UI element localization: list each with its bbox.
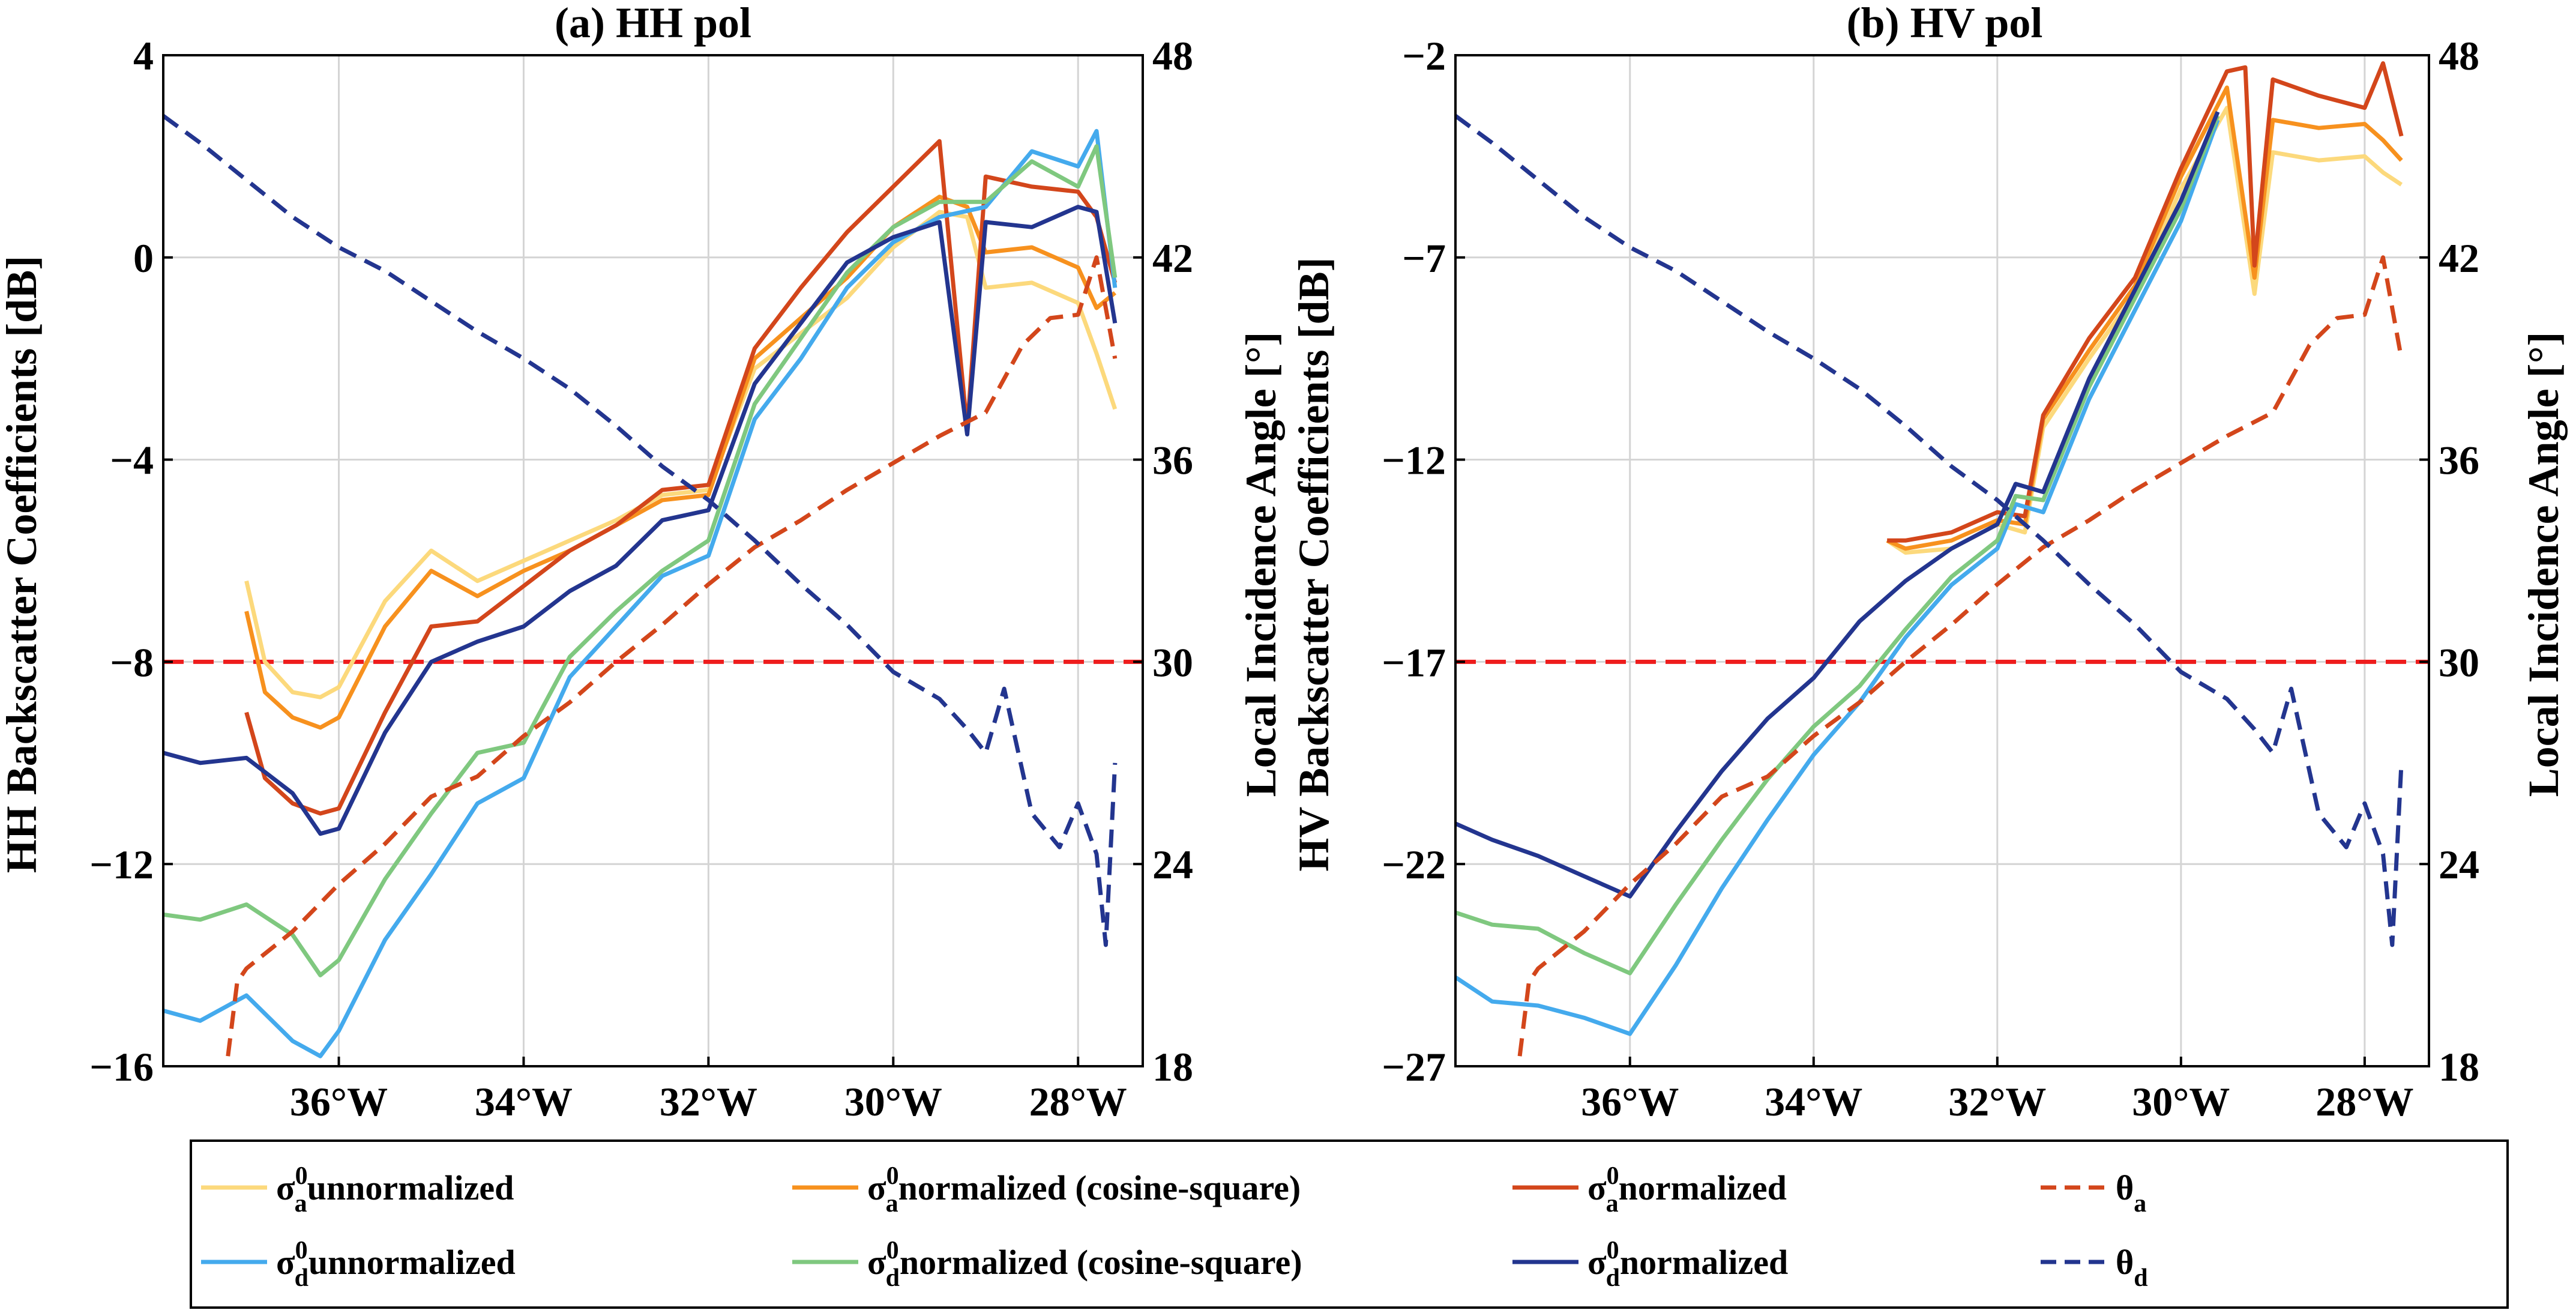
series-line: [1455, 115, 2220, 976]
series-line: [244, 195, 1117, 730]
legend-label: σ0 dunnormalized: [276, 1237, 516, 1292]
series-line: [244, 139, 1118, 816]
series-line: [244, 210, 1118, 699]
y-tick-label-left: −7: [1402, 235, 1446, 281]
series-line: [1886, 85, 2403, 551]
x-tick-label: 28°W: [1029, 1079, 1127, 1124]
legend-box: [190, 1139, 2509, 1309]
plot-frame: [162, 54, 1144, 1067]
y-tick-label-right: 24: [2439, 842, 2479, 887]
x-tick-label: 32°W: [1948, 1079, 2046, 1124]
series-line: [163, 114, 1118, 947]
y-tick-label-left: −12: [1382, 438, 1446, 483]
y-axis-label-left: HH Backscatter Coefficients [dB]: [0, 256, 46, 873]
x-tick-label: 30°W: [844, 1079, 942, 1124]
legend-label: σ0 dnormalized: [1587, 1237, 1788, 1292]
y-tick-label-left: −2: [1402, 33, 1446, 79]
y-tick-label-left: −8: [110, 639, 154, 685]
series-line: [1455, 110, 2220, 899]
y-tick-label-left: −12: [89, 842, 154, 887]
y-tick-label-right: 36: [2439, 438, 2479, 483]
y-axis-label-right: Local Incidence Angle [°]: [2520, 332, 2568, 797]
panel-hh: (a) HH pol HH Backscatter Coefficients […: [0, 0, 1285, 1124]
chart-title: (a) HH pol: [555, 0, 751, 47]
x-tick-label: 34°W: [1765, 1079, 1862, 1124]
legend-label: σ0 anormalized (cosine-square): [867, 1162, 1301, 1218]
legend-label: θd: [2116, 1243, 2148, 1292]
legend-label: σ0 aunnormalized: [276, 1162, 514, 1218]
y-axis-label-right: Local Incidence Angle [°]: [1237, 332, 1285, 797]
x-tick-label: 34°W: [475, 1079, 573, 1124]
y-tick-label-right: 30: [1152, 639, 1193, 685]
x-tick-label: 36°W: [1581, 1079, 1679, 1124]
legend-label: σ0 anormalized: [1587, 1162, 1787, 1218]
legend-label: θa: [2116, 1168, 2146, 1218]
panel-hv: (b) HV pol HV Backscatter Coefficients […: [1290, 0, 2568, 1124]
y-tick-label-right: 30: [2439, 639, 2479, 685]
chart-title: (b) HV pol: [1847, 0, 2043, 47]
y-axis-label-left: HV Backscatter Coefficients [dB]: [1290, 257, 1338, 871]
y-tick-label-left: −4: [110, 438, 154, 483]
y-tick-label-right: 42: [2439, 235, 2479, 281]
legend-label: σ0 dnormalized (cosine-square): [867, 1237, 1302, 1292]
y-tick-label-left: −22: [1382, 842, 1446, 887]
series-line: [1887, 61, 2404, 543]
y-tick-label-right: 48: [2439, 33, 2479, 79]
y-tick-label-left: −17: [1382, 639, 1446, 685]
y-tick-label-right: 48: [1152, 33, 1193, 79]
legend: σ0 aunnormalized σ0 anormalized (cosine-squ…: [190, 1139, 2509, 1309]
x-tick-label: 28°W: [2316, 1079, 2413, 1124]
x-tick-label: 30°W: [2132, 1079, 2230, 1124]
y-tick-label-left: 0: [133, 235, 154, 281]
y-tick-label-right: 42: [1152, 235, 1193, 281]
series-group: [1455, 61, 2404, 1057]
series-line: [1455, 114, 2404, 947]
series-line: [163, 205, 1118, 836]
y-tick-label-right: 18: [2439, 1044, 2479, 1090]
y-tick-label-left: 4: [133, 33, 154, 79]
series-line: [226, 255, 1118, 1057]
x-tick-label: 36°W: [290, 1079, 388, 1124]
y-tick-label-right: 36: [1152, 438, 1193, 483]
plot-frame: [1454, 54, 2430, 1067]
y-tick-label-right: 18: [1152, 1044, 1193, 1090]
y-tick-label-left: −16: [89, 1044, 154, 1090]
y-tick-label-right: 24: [1152, 842, 1193, 887]
series-line: [163, 144, 1118, 977]
x-tick-label: 32°W: [660, 1079, 757, 1124]
series-line: [1517, 255, 2404, 1057]
y-tick-label-left: −27: [1382, 1044, 1446, 1090]
series-group: [163, 114, 1118, 1058]
